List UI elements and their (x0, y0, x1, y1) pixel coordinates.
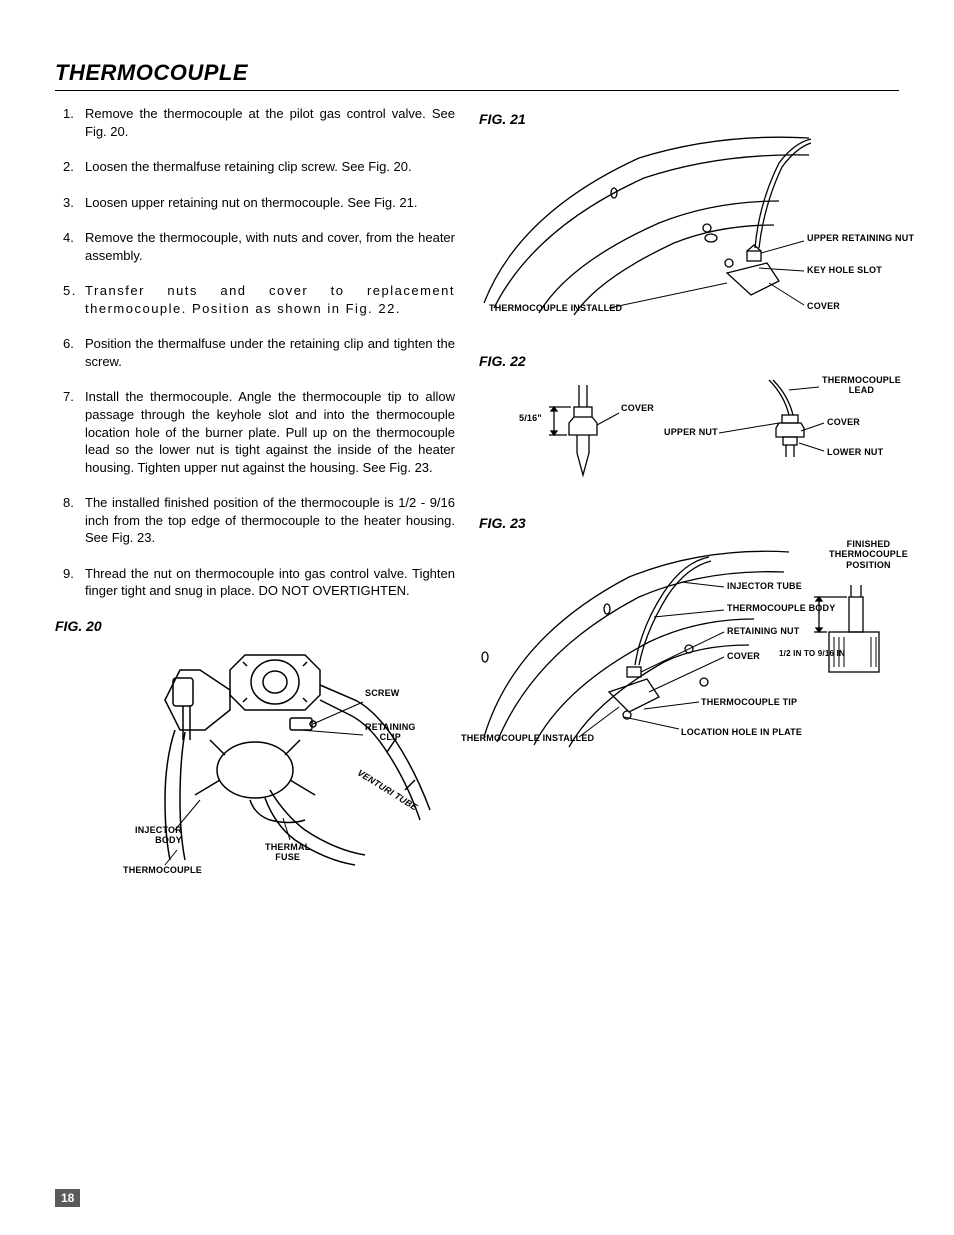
step-item: Remove the thermocouple, with nuts and c… (55, 229, 455, 264)
fig23-location-hole: LOCATION HOLE IN PLATE (681, 727, 802, 737)
step-item: Transfer nuts and cover to replacement t… (55, 282, 455, 317)
fig22-measurement: 5/16" (519, 413, 542, 423)
fig23-finished: FINISHED THERMOCOUPLE POSITION (829, 539, 908, 570)
step-item: Thread the nut on thermocouple into gas … (55, 565, 455, 600)
fig22-lower-nut: LOWER NUT (827, 447, 883, 457)
fig23-distance: 1/2 IN TO 9/16 IN (779, 649, 845, 658)
fig22-lead: THERMOCOUPLE LEAD (822, 375, 901, 396)
page-number: 18 (55, 1189, 80, 1207)
fig23-cover: COVER (727, 651, 760, 661)
content-columns: Remove the thermocouple at the pilot gas… (55, 105, 899, 890)
fig20-thermocouple-label: THERMOCOUPLE (123, 865, 202, 875)
fig22-upper-nut: UPPER NUT (664, 427, 718, 437)
fig20-diagram: SCREW RETAINING CLIP VENTURI TUBE INJECT… (95, 640, 495, 890)
fig20-retaining-clip-label: RETAINING CLIP (365, 722, 416, 743)
fig23-retaining-nut: RETAINING NUT (727, 626, 799, 636)
fig23-installed: THERMOCOUPLE INSTALLED (461, 733, 594, 743)
fig20-label: FIG. 20 (55, 618, 455, 634)
step-item: The installed finished position of the t… (55, 494, 455, 547)
fig21-keyhole-label: KEY HOLE SLOT (807, 265, 882, 275)
fig21-label: FIG. 21 (479, 111, 899, 127)
fig21-svg (479, 133, 879, 323)
step-item: Remove the thermocouple at the pilot gas… (55, 105, 455, 140)
fig23-tip: THERMOCOUPLE TIP (701, 697, 797, 707)
fig21-cover-label: COVER (807, 301, 840, 311)
fig23-injector-tube: INJECTOR TUBE (727, 581, 802, 591)
fig22-label: FIG. 22 (479, 353, 899, 369)
fig23-body: THERMOCOUPLE BODY (727, 603, 835, 613)
fig21-installed-label: THERMOCOUPLE INSTALLED (489, 303, 622, 313)
fig22-cover-right: COVER (827, 417, 860, 427)
step-item: Install the thermocouple. Angle the ther… (55, 388, 455, 476)
right-column: FIG. 21 (479, 105, 899, 890)
fig21-diagram: UPPER RETAINING NUT KEY HOLE SLOT COVER … (479, 133, 899, 323)
fig23-label: FIG. 23 (479, 515, 899, 531)
step-item: Loosen the thermalfuse retaining clip sc… (55, 158, 455, 176)
fig22-cover-left: COVER (621, 403, 654, 413)
fig20-screw-label: SCREW (365, 688, 400, 698)
fig22-diagram: 5/16" COVER UPPER NUT THERMOCOUPLE LEAD … (479, 375, 899, 495)
left-column: Remove the thermocouple at the pilot gas… (55, 105, 455, 890)
fig20-injector-body-label: INJECTOR BODY (135, 825, 182, 846)
step-item: Position the thermalfuse under the retai… (55, 335, 455, 370)
section-title: THERMOCOUPLE (55, 60, 899, 91)
fig23-diagram: INJECTOR TUBE THERMOCOUPLE BODY RETAININ… (479, 537, 899, 757)
fig21-upper-nut-label: UPPER RETAINING NUT (807, 233, 914, 243)
step-list: Remove the thermocouple at the pilot gas… (55, 105, 455, 600)
step-item: Loosen upper retaining nut on thermocoup… (55, 194, 455, 212)
fig20-thermal-fuse-label: THERMAL FUSE (265, 842, 310, 863)
